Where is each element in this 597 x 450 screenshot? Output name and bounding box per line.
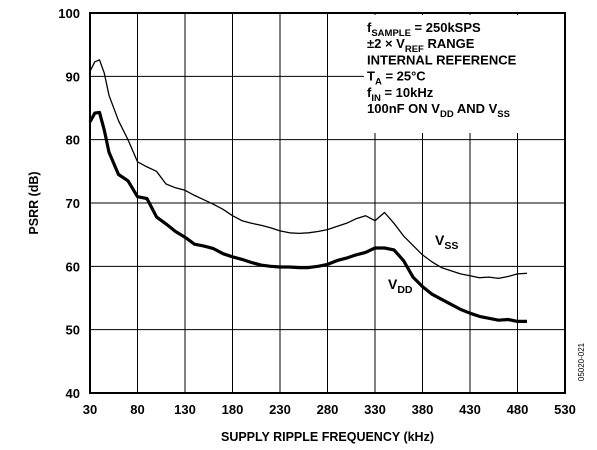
- y-tick-label: 100: [58, 6, 80, 21]
- x-tick-label: 330: [364, 402, 386, 417]
- x-tick-label: 530: [554, 402, 576, 417]
- x-axis-ticks: 30 80 130 180 230 280 330 380 430 480 530: [83, 402, 576, 417]
- chart-annotation: fSAMPLE = 250kSPS±2 × VREF RANGEINTERNAL…: [364, 15, 564, 133]
- annotation-line: TA = 25°C: [367, 69, 426, 88]
- y-tick-label: 80: [66, 133, 80, 148]
- annotation-background: [364, 15, 564, 133]
- x-tick-label: 80: [130, 402, 144, 417]
- x-tick-label: 430: [459, 402, 481, 417]
- x-tick-label: 230: [269, 402, 291, 417]
- series-label-ss: VSS: [435, 232, 458, 252]
- y-axis-ticks: 40 50 60 70 80 90 100: [58, 6, 80, 401]
- x-tick-label: 30: [83, 402, 97, 417]
- x-tick-label: 280: [317, 402, 339, 417]
- figure-code: 05020-021: [577, 342, 586, 381]
- y-tick-label: 70: [66, 196, 80, 211]
- y-axis-label: PSRR (dB): [27, 171, 41, 234]
- y-tick-label: 90: [66, 69, 80, 84]
- y-tick-label: 60: [66, 259, 80, 274]
- annotation-line: fIN = 10kHz: [367, 85, 434, 104]
- chart-series: VSS VDD: [88, 59, 528, 323]
- x-tick-label: 380: [412, 402, 434, 417]
- series-line-ss: [89, 59, 528, 280]
- annotation-line: fSAMPLE = 250kSPS: [367, 20, 481, 39]
- y-tick-label: 50: [66, 323, 80, 338]
- y-tick-label: 40: [66, 386, 80, 401]
- series-line-dd: [88, 110, 527, 323]
- x-tick-label: 180: [222, 402, 244, 417]
- series-label-dd: VDD: [388, 276, 413, 296]
- annotation-line: 100nF ON VDD AND VSS: [367, 101, 510, 120]
- annotation-line: ±2 × VREF RANGE: [367, 36, 475, 55]
- x-axis-label: SUPPLY RIPPLE FREQUENCY (kHz): [221, 430, 434, 444]
- x-tick-label: 130: [174, 402, 196, 417]
- plot-frame: [89, 12, 566, 394]
- annotation-line: INTERNAL REFERENCE: [367, 52, 517, 67]
- x-tick-label: 480: [507, 402, 529, 417]
